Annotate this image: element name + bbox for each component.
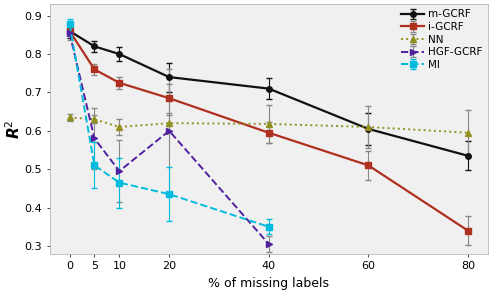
Y-axis label: R$^2$: R$^2$ [4, 119, 23, 139]
Legend: m-GCRF, i-GCRF, NN, HGF-GCRF, MI: m-GCRF, i-GCRF, NN, HGF-GCRF, MI [397, 5, 487, 74]
X-axis label: % of missing labels: % of missing labels [208, 277, 329, 290]
